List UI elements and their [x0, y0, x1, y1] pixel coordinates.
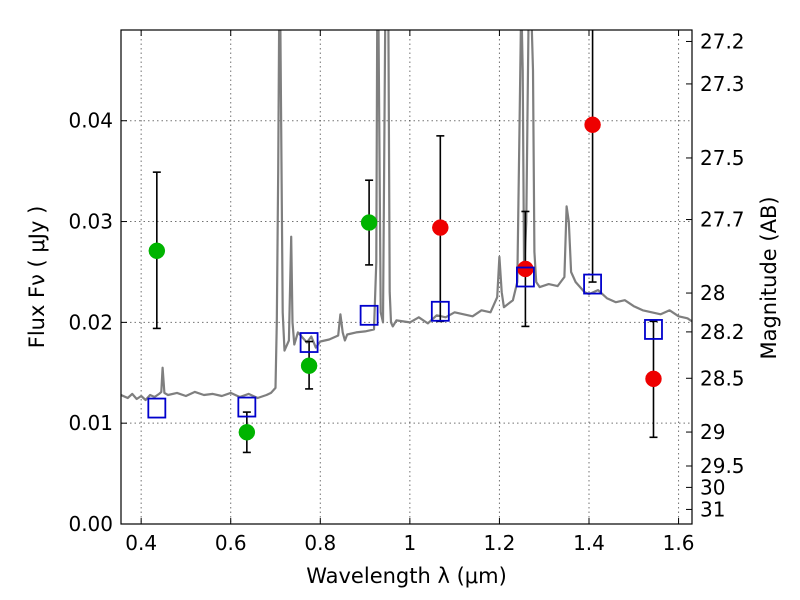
y2-tick-label: 27.2	[700, 29, 745, 53]
x-axis-label: Wavelength λ (μm)	[306, 564, 507, 588]
y2-tick-label: 29	[700, 420, 725, 444]
model-point	[147, 397, 167, 419]
model-point	[583, 273, 602, 295]
y2-tick-label: 27.7	[700, 208, 745, 232]
y2-tick-label: 31	[700, 497, 725, 521]
x-tick-label: 0.4	[125, 531, 157, 555]
tick-layer: 0.4 0.6 0.8 1 1.2 1.4 1.6 0.00 0.01 0.02 0.03 0.04 2…	[68, 29, 744, 555]
model-point	[359, 304, 379, 326]
y2-tick-label: 28.2	[700, 320, 745, 344]
photometry-point	[517, 260, 534, 278]
y2-tick-label: 29.5	[700, 454, 745, 478]
y2-axis-label: Magnitude (AB)	[757, 196, 781, 359]
model-point	[516, 266, 535, 288]
model-point	[430, 300, 450, 322]
y2-tick-label: 28.5	[700, 366, 745, 390]
y-axis-label: Flux Fν ( μJy )	[25, 206, 49, 349]
photometry-point	[300, 357, 318, 374]
x-tick-label: 1.2	[484, 531, 516, 555]
x-tick-label: 1	[403, 531, 416, 555]
grid-layer	[121, 30, 692, 524]
x-tick-label: 1.6	[663, 531, 695, 555]
y-tick-label: 0.02	[68, 310, 113, 334]
x-tick-label: 0.8	[304, 531, 336, 555]
x-tick-label: 1.4	[573, 531, 605, 555]
y-tick-label: 0.04	[68, 109, 113, 133]
spectrum-line	[121, 30, 692, 402]
marker-layer	[147, 116, 663, 441]
photometry-point	[645, 370, 662, 388]
y2-tick-label: 27.3	[700, 72, 745, 96]
plot-frame	[120, 29, 693, 525]
error-bar-layer	[152, 30, 658, 454]
y2-tick-label: 30	[700, 475, 725, 499]
photometry-point	[360, 214, 378, 231]
x-tick-label: 0.6	[215, 531, 247, 555]
model-point	[237, 396, 257, 418]
model-point	[299, 332, 319, 353]
photometry-point	[148, 242, 166, 260]
photometry-point	[432, 219, 449, 236]
spectrum-layer	[121, 30, 692, 402]
photometry-point	[238, 424, 256, 441]
y2-tick-label: 28	[700, 281, 725, 305]
y-tick-label: 0.01	[68, 411, 113, 435]
photometry-point	[584, 116, 601, 134]
y2-tick-label: 27.5	[700, 146, 745, 170]
y-tick-label: 0.03	[68, 210, 113, 234]
model-point	[644, 319, 663, 340]
y-tick-label: 0.00	[68, 512, 113, 536]
